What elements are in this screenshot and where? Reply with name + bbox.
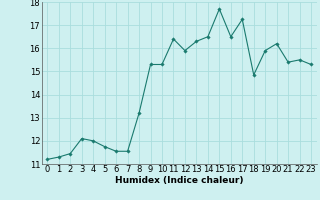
X-axis label: Humidex (Indice chaleur): Humidex (Indice chaleur) [115, 176, 244, 185]
